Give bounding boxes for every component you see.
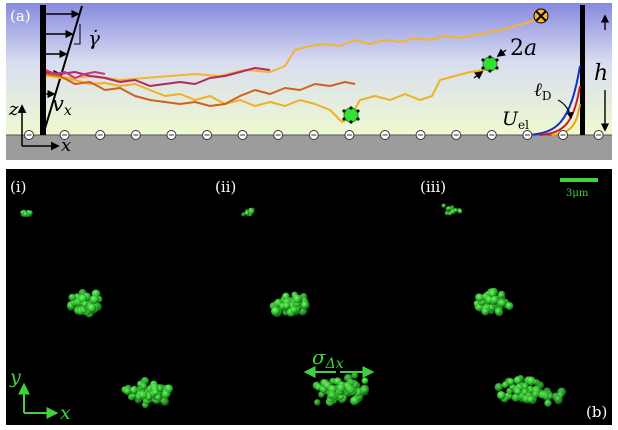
size-arrow-upper xyxy=(496,48,507,58)
particle-settled xyxy=(342,106,360,124)
surface-charge xyxy=(308,130,319,140)
panel-a-label: (a) xyxy=(10,7,31,25)
surface-charge xyxy=(522,130,533,140)
debye-length-label: ℓD xyxy=(534,79,552,103)
panel-a: (a) γ̇ 2a h vx z x ℓD Uel xyxy=(6,3,612,160)
size-arrow-lower xyxy=(473,70,484,80)
particle-cluster xyxy=(121,376,174,409)
height-label: h xyxy=(594,61,608,86)
subpanel-i-label: (i) xyxy=(10,178,27,196)
surface-charge xyxy=(451,130,462,140)
surface-charge xyxy=(202,130,212,140)
panel-b-label: (b) xyxy=(586,403,607,421)
panel-b: (i) (ii) (iii) 3μm σΔx y x (b) xyxy=(6,169,612,425)
velocity-label: vx xyxy=(52,92,72,119)
fluid-region xyxy=(6,3,612,135)
surface-charge xyxy=(273,130,284,140)
particle-cluster xyxy=(441,203,463,216)
surface-charge xyxy=(380,130,390,140)
potential-curve-red xyxy=(539,85,581,136)
trajectory-red-orange xyxy=(45,73,356,107)
debye-arrow xyxy=(557,99,574,120)
trajectory-yellow xyxy=(45,65,496,123)
x-axis-label-b: x xyxy=(60,402,71,424)
surface-charge xyxy=(415,130,426,140)
surface-charge xyxy=(344,130,355,140)
shear-rate-label: γ̇ xyxy=(88,26,100,50)
potential-curves xyxy=(527,65,581,136)
scale-bar xyxy=(560,178,598,182)
trajectory-magenta xyxy=(45,69,106,79)
surface-charge xyxy=(486,130,497,140)
surface-charge xyxy=(95,130,106,140)
potential-label: Uel xyxy=(502,108,529,132)
particle-endpoint xyxy=(533,8,549,24)
surface-charge xyxy=(558,130,568,140)
spread-label: σΔx xyxy=(312,345,344,372)
z-axis-label: z xyxy=(8,99,19,120)
x-axis-label: x xyxy=(61,135,71,156)
surface-charge xyxy=(166,130,177,140)
subpanel-iii-label: (iii) xyxy=(420,178,446,196)
potential-curve-blue xyxy=(527,65,581,136)
particle-size-label: 2a xyxy=(510,36,537,61)
particle-moving xyxy=(481,55,499,73)
trajectory-orange xyxy=(45,15,542,81)
surface-charges xyxy=(24,130,604,140)
substrate-wall xyxy=(6,135,612,160)
surface-charge xyxy=(237,130,248,140)
surface-charge xyxy=(59,130,70,140)
particle-clusters xyxy=(20,203,567,409)
particle-cluster xyxy=(241,207,255,217)
y-axis-label-b: y xyxy=(9,366,21,388)
particle-cluster xyxy=(494,375,567,407)
subpanel-ii-label: (ii) xyxy=(215,178,236,196)
right-wall xyxy=(580,5,585,135)
potential-curve-yellow xyxy=(551,103,581,136)
particle-cluster xyxy=(269,291,310,317)
particle-cluster xyxy=(312,372,370,407)
trajectories xyxy=(45,15,542,123)
particle-cluster xyxy=(20,209,33,218)
particle-cluster xyxy=(473,287,514,317)
surface-charge xyxy=(593,130,604,140)
surface-charge xyxy=(24,130,34,140)
particle-cluster xyxy=(66,289,103,318)
scale-bar-label: 3μm xyxy=(566,188,589,199)
surface-charge xyxy=(130,130,141,140)
